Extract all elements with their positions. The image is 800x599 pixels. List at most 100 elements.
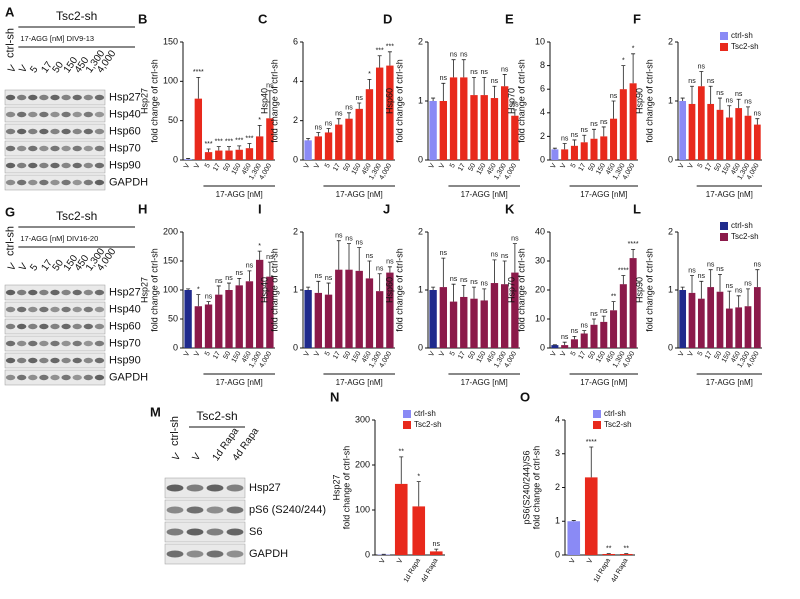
bar (580, 142, 588, 160)
error-bar (482, 77, 487, 96)
bar (245, 148, 254, 160)
error-bar (755, 118, 760, 125)
y-tick-label: 2 (668, 226, 673, 236)
error-bar (472, 77, 476, 96)
bar (235, 149, 243, 160)
y-axis-label: Hsp60 (384, 88, 394, 114)
significance-label: *** (386, 44, 394, 51)
legend-swatch (720, 222, 728, 230)
bar (584, 477, 598, 555)
bar (245, 281, 254, 348)
error-bar (367, 260, 372, 279)
x-tick-label: 150 (476, 350, 488, 364)
blot-band (28, 179, 38, 186)
bar (335, 124, 343, 160)
blot-band (83, 357, 94, 364)
significance-label: ns (345, 235, 353, 242)
blot-band (72, 357, 82, 364)
y-tick-label: 1 (418, 95, 423, 105)
x-tick-label: 450 (361, 350, 373, 364)
x-tick-label: V (428, 162, 437, 170)
panel-letter: E (505, 11, 514, 26)
legend-label: Tsc2-sh (414, 420, 442, 429)
significance-label: ns (335, 233, 343, 240)
panel-letter: K (505, 201, 515, 216)
significance-label: ns (735, 288, 743, 295)
x-tick-label: V (569, 557, 578, 565)
blot-band (186, 550, 204, 558)
significance-label: ns (491, 252, 499, 259)
lane-label: V (171, 451, 184, 463)
x-tick-label: 450 (605, 350, 617, 364)
blot-band (206, 506, 224, 514)
y-axis-label: Hsp40 (259, 88, 269, 114)
bar (688, 103, 696, 160)
error-bar (357, 247, 362, 271)
blot-band (5, 374, 16, 381)
significance-label: ns (470, 279, 478, 286)
significance-label: ns (716, 90, 724, 97)
y-tick-label: 100 (355, 504, 370, 514)
blot-band (39, 306, 49, 313)
blot-band (5, 323, 16, 330)
bar (439, 287, 448, 348)
blot-band (83, 306, 94, 313)
x-axis-label: 17-AGG [nM] (706, 190, 753, 199)
y-axis-label: Hsp90 (634, 277, 644, 303)
legend-swatch (720, 43, 728, 51)
blot-band (83, 323, 94, 330)
protein-label: Hsp90 (109, 159, 141, 171)
error-bar (347, 112, 351, 119)
significance-label: ns (433, 541, 441, 548)
bar (570, 145, 578, 160)
y-axis-label: fold change of ctrl-sh (341, 446, 351, 530)
y-axis-label: fold change of ctrl-sh (394, 59, 404, 143)
blot-band (83, 128, 94, 135)
error-bar (589, 446, 594, 478)
x-tick-label: 50 (587, 162, 597, 172)
legend-label: ctrl-sh (731, 31, 753, 40)
significance-label: ns (735, 91, 743, 98)
bar (561, 345, 569, 348)
blot-band (61, 357, 71, 364)
x-tick-label: 5 (697, 350, 705, 357)
panel-letter: F (633, 11, 641, 26)
bar (215, 294, 223, 348)
error-bar (708, 85, 713, 104)
significance-label: **** (628, 241, 639, 248)
blot-band (17, 111, 27, 118)
x-tick-label: 50 (587, 350, 597, 360)
significance-label: ns (325, 275, 333, 282)
blot-band (226, 484, 244, 492)
x-tick-label: V (438, 350, 447, 358)
bar (429, 101, 437, 160)
y-axis-label: fold change of ctrl-sh (269, 59, 279, 143)
bar (324, 294, 333, 348)
blot-band (5, 340, 16, 347)
bar (590, 324, 598, 348)
blot-band (206, 550, 224, 558)
x-tick-label: 150 (721, 350, 733, 364)
significance-label: ns (345, 105, 353, 112)
bar (679, 290, 687, 348)
blot-band (28, 306, 38, 313)
bar (725, 117, 733, 160)
lane-label: 5 (28, 262, 40, 273)
blot-band (83, 111, 94, 118)
blot-band (50, 374, 60, 381)
blot-band (206, 528, 224, 536)
x-tick-label: V (379, 557, 388, 565)
panel-letter: O (520, 389, 530, 404)
significance-label: ns (315, 124, 323, 131)
significance-label: ns (215, 278, 223, 285)
significance-label: **** (618, 267, 629, 274)
x-tick-label: 5 (324, 162, 332, 169)
x-tick-label: V (550, 162, 559, 170)
x-tick-label: 450 (730, 350, 742, 364)
blot-band (39, 128, 49, 135)
error-bar (680, 286, 685, 290)
significance-label: * (622, 57, 625, 64)
bar (184, 290, 192, 348)
error-bar (718, 97, 722, 110)
protein-label: Hsp90 (109, 354, 141, 366)
